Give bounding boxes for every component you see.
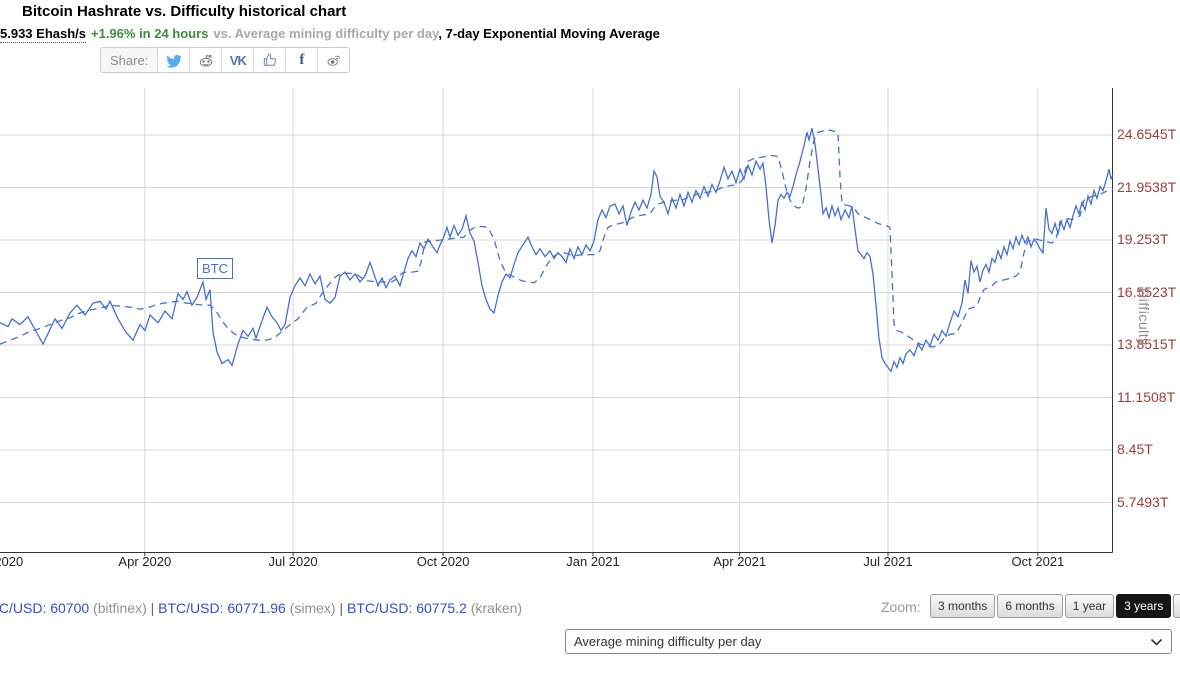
subtitle-ema-text: 7-day Exponential Moving Average bbox=[446, 26, 660, 41]
x-tick-label: Jan 2021 bbox=[566, 554, 620, 569]
zoom-1-year-button[interactable]: 1 year bbox=[1065, 594, 1114, 618]
metric-select[interactable]: Average mining difficulty per day bbox=[565, 629, 1172, 654]
thumbs-up-icon bbox=[262, 52, 278, 68]
page-title: Bitcoin Hashrate vs. Difficulty historic… bbox=[22, 3, 346, 20]
x-tick-label: Apr 2021 bbox=[713, 554, 766, 569]
reddit-icon bbox=[197, 52, 215, 69]
share-twitter-button[interactable] bbox=[157, 48, 189, 72]
ticker-pair-link[interactable]: BTC/USD: 60771.96 bbox=[158, 600, 286, 616]
vk-icon: VK bbox=[230, 53, 246, 68]
difficulty-tick-label: 5.7493T bbox=[1117, 494, 1168, 510]
zoom-3-years-button[interactable]: 3 years bbox=[1116, 594, 1171, 618]
metric-select-value: Average mining difficulty per day bbox=[574, 634, 761, 649]
chart-canvas[interactable] bbox=[0, 0, 1180, 676]
difficulty-line bbox=[0, 130, 1113, 347]
difficulty-tick-label: 21.9538T bbox=[1117, 179, 1176, 195]
weibo-icon bbox=[325, 52, 343, 68]
subtitle: 5.933 Ehash/s +1.96% in 24 hours vs. Avera… bbox=[0, 26, 660, 41]
price-ticker: BTC/USD: 60700 (bitfinex) | BTC/USD: 607… bbox=[0, 600, 522, 616]
zoom-buttons: 3 months6 months1 year3 yearsall time bbox=[930, 594, 1180, 618]
difficulty-tick-label: 19.253T bbox=[1117, 231, 1168, 247]
x-tick-label: Oct 2021 bbox=[1012, 554, 1065, 569]
zoom-3-months-button[interactable]: 3 months bbox=[930, 594, 995, 618]
zoom-all-time-button[interactable]: all time bbox=[1173, 594, 1180, 618]
difficulty-tick-label: 11.1508T bbox=[1117, 389, 1175, 405]
ticker-exchange: (simex) bbox=[286, 600, 336, 616]
hashrate-change-24h: +1.96% in 24 hours bbox=[91, 26, 208, 41]
subtitle-vs-text: vs. Average mining difficulty per day bbox=[213, 26, 438, 41]
chevron-down-icon bbox=[1150, 634, 1163, 649]
share-like-button[interactable] bbox=[253, 48, 285, 72]
x-tick-label: Jul 2020 bbox=[269, 554, 318, 569]
btc-series-annotation[interactable]: BTC bbox=[197, 258, 233, 279]
difficulty-tick-label: 8.45T bbox=[1117, 441, 1153, 457]
x-tick-label: Jul 2021 bbox=[863, 554, 912, 569]
share-label: Share: bbox=[101, 48, 157, 72]
facebook-icon: f bbox=[299, 52, 304, 69]
ticker-exchange: (kraken) bbox=[467, 600, 522, 616]
share-bar: Share: VK f bbox=[100, 47, 350, 73]
share-reddit-button[interactable] bbox=[189, 48, 221, 72]
chart-label-layer: Jan 2020 Apr 2020 Jul 2020 Oct 2020 Jan 2021… bbox=[0, 0, 1180, 676]
x-tick-label: Apr 2020 bbox=[118, 554, 171, 569]
ticker-separator: | bbox=[147, 600, 158, 616]
share-facebook-button[interactable]: f bbox=[285, 48, 317, 72]
ticker-exchange: (bitfinex) bbox=[89, 600, 147, 616]
twitter-icon bbox=[165, 52, 182, 69]
hashrate-line bbox=[0, 128, 1113, 371]
share-vk-button[interactable]: VK bbox=[221, 48, 253, 72]
x-tick-label: Jan 2020 bbox=[0, 554, 23, 569]
difficulty-tick-label: 24.6545T bbox=[1117, 126, 1176, 142]
difficulty-axis-title: Difficulty bbox=[1136, 288, 1152, 346]
ticker-pair-link[interactable]: BTC/USD: 60700 bbox=[0, 600, 89, 616]
share-weibo-button[interactable] bbox=[317, 48, 349, 72]
hashrate-value[interactable]: 5.933 Ehash/s bbox=[0, 26, 86, 43]
zoom-label: Zoom: bbox=[881, 599, 921, 615]
zoom-6-months-button[interactable]: 6 months bbox=[997, 594, 1062, 618]
ticker-pair-link[interactable]: BTC/USD: 60775.2 bbox=[347, 600, 467, 616]
ticker-separator: | bbox=[336, 600, 347, 616]
subtitle-separator: , bbox=[438, 26, 442, 41]
x-tick-label: Oct 2020 bbox=[417, 554, 470, 569]
